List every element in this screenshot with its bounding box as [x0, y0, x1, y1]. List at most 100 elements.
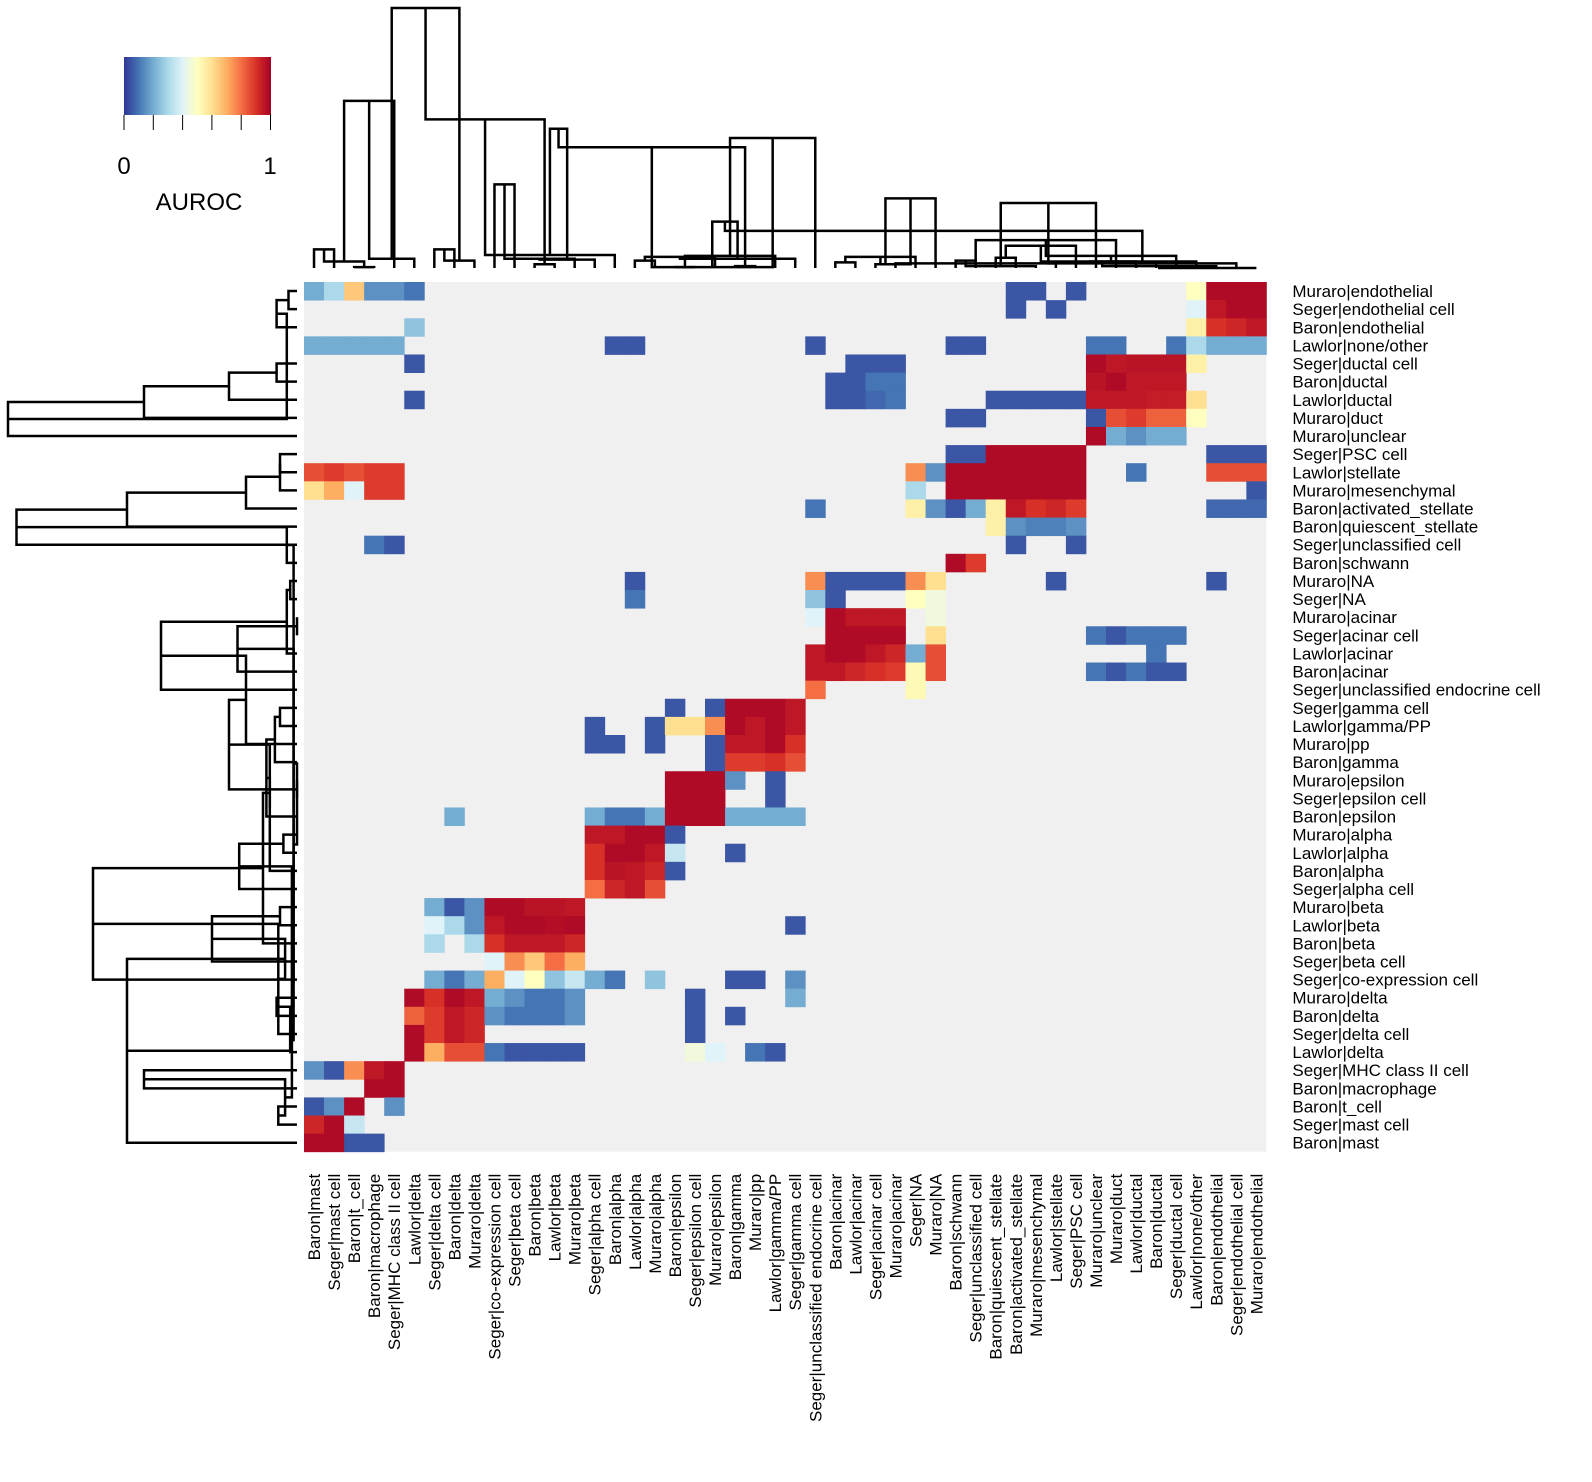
heatmap-cell	[985, 445, 1007, 464]
heatmap-cell	[805, 680, 826, 700]
heatmap-cell	[1005, 517, 1027, 537]
heatmap-cell	[604, 861, 626, 881]
heatmap-cell	[745, 698, 766, 718]
heatmap-cell	[805, 644, 826, 663]
heatmap-cell	[1206, 336, 1227, 355]
heatmap-cell	[444, 1043, 465, 1062]
heatmap-cell	[344, 463, 365, 482]
heatmap-cell	[1146, 426, 1167, 446]
heatmap-cell	[745, 716, 766, 736]
heatmap-cell	[1065, 499, 1087, 518]
heatmap-cell	[945, 408, 967, 428]
heatmap-cell	[344, 1097, 365, 1116]
heatmap-cell	[765, 716, 786, 736]
heatmap-cell	[504, 898, 525, 917]
column-label: Seger|mast cell	[325, 1174, 344, 1291]
heatmap-cell	[1146, 390, 1167, 410]
heatmap-cell	[1045, 481, 1067, 500]
heatmap-cell	[865, 662, 886, 682]
heatmap-cell	[1146, 626, 1167, 645]
col-dendrogram-branch	[538, 258, 596, 268]
column-label: Muraro|endothelial	[1247, 1174, 1266, 1315]
heatmap-cell	[1146, 408, 1167, 428]
heatmap-cell	[1025, 390, 1047, 410]
heatmap-cell	[1146, 372, 1167, 392]
heatmap-cell	[1106, 408, 1127, 428]
heatmap-cell	[1085, 626, 1107, 645]
heatmap-cell	[484, 988, 505, 1008]
heatmap-cell	[805, 571, 826, 591]
heatmap-cell	[1005, 481, 1027, 500]
heatmap-cell	[1085, 662, 1107, 682]
heatmap-cell	[765, 735, 786, 754]
heatmap-cell	[865, 372, 886, 392]
col-dendrogram-branch	[1047, 203, 1158, 268]
heatmap-cell	[564, 934, 586, 953]
column-label: Baron|mast	[305, 1173, 324, 1260]
heatmap-cell	[1085, 354, 1107, 373]
column-label: Seger|gamma cell	[786, 1174, 805, 1311]
heatmap-cell	[364, 1133, 385, 1153]
heatmap-cell	[404, 1024, 425, 1044]
heatmap-cell	[364, 535, 385, 555]
row-label: Lawlor|alpha	[1292, 844, 1389, 863]
column-label: Seger|PSC cell	[1067, 1174, 1086, 1289]
heatmap-cell	[624, 879, 646, 899]
heatmap-cell	[1186, 282, 1207, 301]
heatmap-cell	[1166, 390, 1187, 410]
column-label: Muraro|alpha	[646, 1173, 665, 1273]
column-label: Seger|NA	[907, 1173, 926, 1247]
heatmap-cell	[905, 481, 926, 500]
row-label: Muraro|endothelial	[1292, 282, 1433, 301]
row-label: Muraro|beta	[1292, 898, 1384, 917]
heatmap-cell	[1045, 499, 1067, 518]
heatmap-cell	[464, 988, 485, 1008]
heatmap-cell	[444, 988, 465, 1008]
heatmap-cell	[1186, 300, 1207, 319]
heatmap-cell	[684, 789, 706, 808]
heatmap-cell	[865, 571, 886, 591]
heatmap-cell	[504, 1006, 525, 1026]
heatmap-cell	[745, 970, 766, 990]
heatmap-cell	[564, 970, 586, 990]
heatmap-cell	[424, 916, 445, 935]
row-label: Seger|acinar cell	[1292, 626, 1418, 645]
heatmap-cell	[524, 1006, 545, 1026]
row-dendrogram-branch	[127, 1029, 292, 1053]
heatmap-cell	[805, 662, 826, 682]
heatmap-cell	[845, 390, 866, 410]
heatmap-cell	[664, 861, 686, 881]
heatmap-cell	[644, 861, 666, 881]
heatmap-cell	[1005, 390, 1027, 410]
heatmap-cell	[444, 916, 465, 935]
column-label: Seger|unclassified cell	[967, 1174, 986, 1343]
row-label: Seger|unclassified endocrine cell	[1292, 681, 1540, 700]
heatmap-cell	[604, 336, 626, 355]
heatmap-cell	[664, 843, 686, 863]
heatmap-cell	[304, 481, 325, 500]
heatmap-cell	[825, 590, 846, 609]
row-label: Muraro|alpha	[1292, 826, 1392, 845]
heatmap-cell	[1085, 372, 1107, 392]
heatmap-cell	[845, 608, 866, 627]
heatmap-cell	[765, 789, 786, 808]
heatmap-cell	[1126, 390, 1147, 410]
heatmap-cell	[584, 825, 606, 845]
heatmap-cell	[745, 735, 766, 754]
row-label: Muraro|unclear	[1292, 427, 1406, 446]
heatmap-cell	[684, 716, 706, 736]
heatmap-cell	[705, 789, 726, 808]
heatmap-cell	[1045, 571, 1067, 591]
heatmap-cell	[504, 988, 525, 1008]
heatmap-cell	[404, 390, 425, 410]
row-dendrogram-branch	[293, 762, 299, 846]
row-label: Seger|ductal cell	[1292, 355, 1417, 374]
heatmap-cell	[1126, 662, 1147, 682]
heatmap-cell	[1085, 336, 1107, 355]
row-label: Baron|ductal	[1292, 373, 1387, 392]
heatmap-cell	[925, 571, 946, 591]
heatmap-cell	[985, 390, 1007, 410]
heatmap-cell	[604, 807, 626, 826]
heatmap-cell	[765, 1043, 786, 1062]
